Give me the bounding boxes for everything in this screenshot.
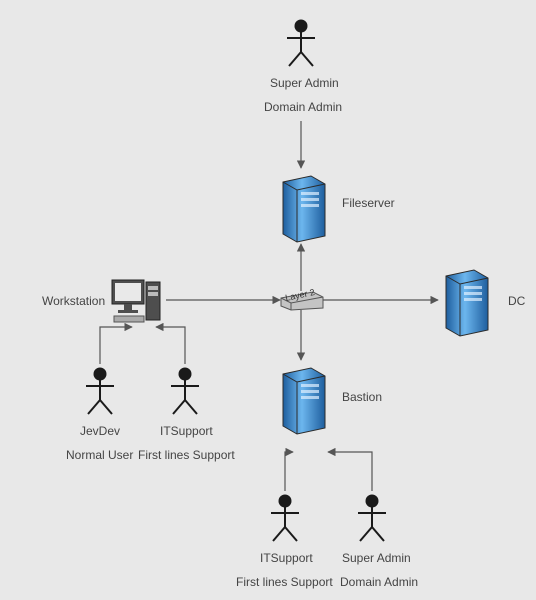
server-icon <box>277 170 332 245</box>
diagram-canvas: Super Admin Domain Admin Fileserver Laye… <box>0 0 536 600</box>
actor-role-label: Domain Admin <box>264 100 340 114</box>
server-icon <box>440 264 495 339</box>
node-label: Workstation <box>42 294 105 308</box>
node-label: DC <box>508 294 525 308</box>
actor-name-label: ITSupport <box>260 551 313 565</box>
actor-role-label: First lines Support <box>138 448 235 462</box>
actor-icon <box>352 493 392 543</box>
actor-icon <box>281 18 321 68</box>
actor-role-label: Domain Admin <box>340 575 418 589</box>
actor-name-label: ITSupport <box>160 424 213 438</box>
actor-name-label: Super Admin <box>342 551 411 565</box>
actor-name-label: JevDev <box>80 424 120 438</box>
workstation-icon <box>108 276 168 326</box>
actor-role-label: First lines Support <box>236 575 333 589</box>
actor-name-label: Super Admin <box>270 76 332 90</box>
node-label: Fileserver <box>342 196 395 210</box>
actor-icon <box>165 366 205 416</box>
actor-icon <box>265 493 305 543</box>
server-icon <box>277 362 332 437</box>
actor-role-label: Normal User <box>66 448 133 462</box>
node-label: Bastion <box>342 390 382 404</box>
actor-icon <box>80 366 120 416</box>
